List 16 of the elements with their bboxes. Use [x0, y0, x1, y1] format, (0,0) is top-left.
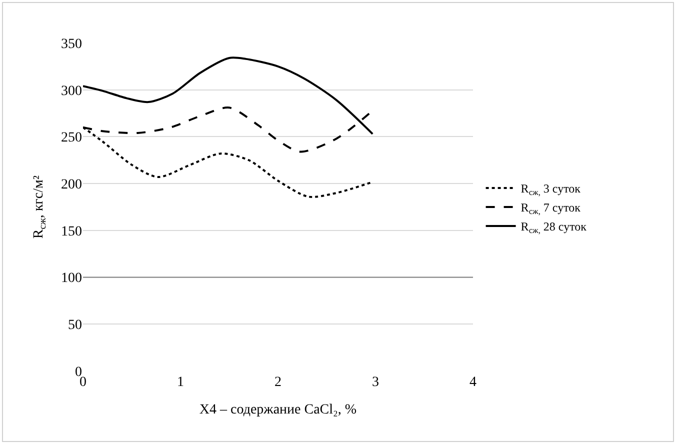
y-tick-label: 350: [61, 36, 82, 52]
x-tick-label: 4: [470, 375, 476, 390]
legend-label: R$_{сж,}$ 28 суток: [520, 220, 587, 236]
x-tick-label: 2: [274, 375, 282, 390]
x-tick-label: 3: [372, 375, 379, 390]
y-tick-label: 100: [61, 271, 82, 286]
x-axis-title: X4 – содержание CaCl₂, %: [199, 402, 357, 418]
y-tick-label: 250: [61, 130, 82, 146]
line-series: [83, 56, 374, 135]
legend-label: R$_{сж,}$ 3 суток: [520, 182, 581, 198]
x-tick-label: 1: [177, 375, 184, 390]
y-tick-label: 300: [61, 84, 82, 99]
y-tick-label: 200: [61, 177, 82, 192]
legend-label: R$_{сж,}$ 7 суток: [520, 200, 581, 216]
y-tick-label: 50: [68, 318, 82, 334]
y-tick-label: 150: [61, 224, 82, 240]
